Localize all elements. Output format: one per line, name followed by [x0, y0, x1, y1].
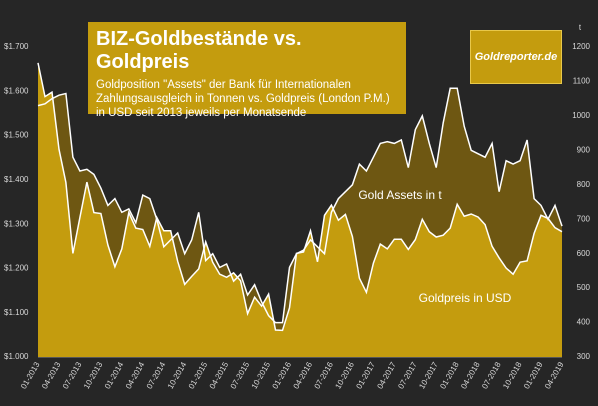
x-tick-label: 04-2013 — [40, 360, 63, 390]
y2-tick-label: 600 — [577, 249, 591, 258]
y2-tick-label: 500 — [577, 283, 591, 292]
x-tick-label: 04-2015 — [208, 360, 231, 390]
x-tick-label: 07-2017 — [396, 360, 419, 390]
y2-axis-label: t — [579, 23, 582, 32]
line — [37, 62, 563, 332]
y-tick-label: $1.400 — [4, 175, 29, 184]
x-tick-label: 07-2016 — [313, 360, 336, 390]
x-tick-label: 07-2014 — [145, 360, 168, 390]
y2-tick-label: 300 — [577, 352, 591, 361]
x-tick-label: 04-2018 — [459, 360, 482, 390]
x-tick-label: 01-2017 — [354, 360, 377, 390]
y-tick-label: $1.100 — [4, 308, 29, 317]
x-tick-label: 04-2019 — [543, 360, 566, 390]
x-tick-label: 10-2013 — [82, 360, 105, 390]
x-tick-label: 01-2014 — [103, 360, 126, 390]
y2-tick-label: 800 — [577, 180, 591, 189]
title-box: BIZ-Goldbestände vs. Goldpreis Goldposit… — [88, 22, 406, 119]
series-label: Gold Assets in t — [358, 188, 442, 202]
y-tick-label: $1.300 — [4, 219, 29, 228]
x-tick-label: 07-2015 — [229, 360, 252, 390]
x-tick-label: 10-2014 — [166, 360, 189, 390]
x-tick-label: 04-2016 — [292, 360, 315, 390]
series-label: Goldpreis in USD — [419, 291, 512, 305]
chart-subtitle: Goldposition "Assets" der Bank für Inter… — [96, 79, 390, 119]
x-tick-label: 10-2015 — [250, 360, 273, 390]
x-tick-label: 04-2014 — [124, 360, 147, 390]
y-tick-label: $1.500 — [4, 131, 29, 140]
logo: Goldreporter.de — [470, 30, 562, 84]
x-tick-label: 07-2018 — [480, 360, 503, 390]
y2-tick-label: 1100 — [573, 77, 591, 86]
x-tick-label: 01-2013 — [19, 360, 42, 390]
x-tick-label: 10-2018 — [501, 360, 524, 390]
y-tick-label: $1.200 — [4, 264, 29, 273]
y2-tick-label: 900 — [577, 145, 591, 154]
x-tick-label: 07-2013 — [61, 360, 84, 390]
y-tick-label: $1.000 — [4, 352, 29, 361]
y2-tick-label: 400 — [577, 318, 591, 327]
area — [38, 62, 562, 358]
y2-tick-label: 700 — [577, 214, 591, 223]
chart-title: BIZ-Goldbestände vs. Goldpreis — [96, 28, 302, 73]
x-tick-label: 10-2016 — [333, 360, 356, 390]
x-tick-label: 01-2019 — [522, 360, 545, 390]
x-tick-label: 04-2017 — [375, 360, 398, 390]
x-tick-label: 01-2016 — [271, 360, 294, 390]
y2-tick-label: 1000 — [572, 111, 590, 120]
y-tick-label: $1.600 — [4, 86, 29, 95]
x-tick-label: 10-2017 — [417, 360, 440, 390]
y2-tick-label: 1200 — [572, 42, 590, 51]
x-tick-label: 01-2015 — [187, 360, 210, 390]
y-tick-label: $1.700 — [4, 42, 29, 51]
x-tick-label: 01-2018 — [438, 360, 461, 390]
